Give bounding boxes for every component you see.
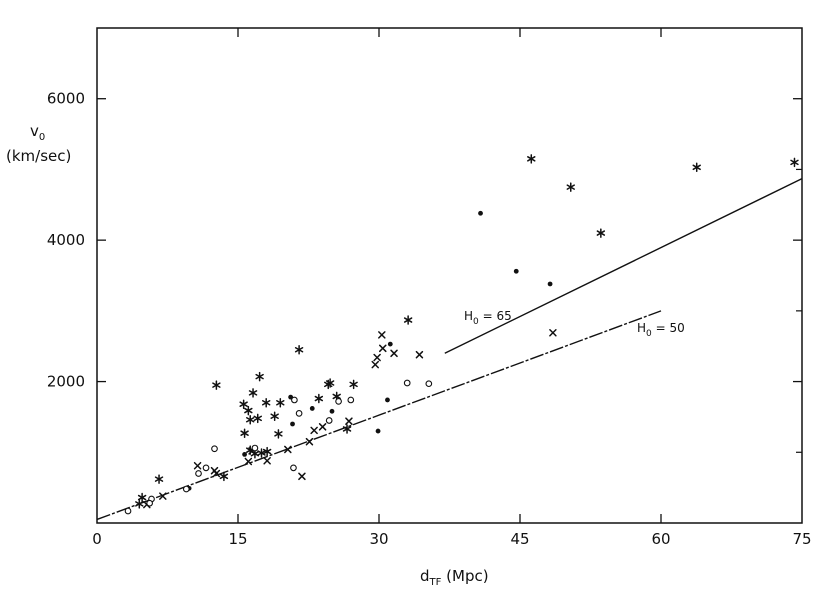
data-point-asterisk — [349, 379, 358, 390]
data-point-cross — [263, 457, 271, 465]
data-point-asterisk — [244, 405, 253, 416]
data-point-circle — [195, 470, 202, 477]
data-point-asterisk — [790, 157, 799, 168]
y-axis-label: v0 — [30, 122, 45, 143]
data-point-asterisk — [566, 182, 575, 192]
x-tick-label: 45 — [510, 530, 529, 548]
data-point-cross — [345, 417, 353, 425]
x-tick-label: 60 — [651, 530, 670, 548]
data-point-circle — [251, 444, 259, 452]
data-point-asterisk — [342, 424, 352, 434]
data-point-dot — [385, 397, 390, 403]
data-point-circle — [291, 396, 298, 404]
data-point-circle — [295, 410, 303, 417]
data-point-cross — [379, 344, 387, 353]
data-point-asterisk — [314, 393, 324, 404]
data-point-asterisk — [253, 413, 262, 424]
data-point-dot — [309, 406, 315, 411]
data-point-dot — [242, 452, 247, 457]
data-point-cross — [284, 445, 292, 454]
plot-border — [96, 27, 803, 524]
hubble-line-label: H0 = 50 — [637, 321, 685, 339]
data-point-asterisk — [257, 448, 266, 458]
data-point-dot — [547, 281, 553, 287]
data-point-asterisk — [246, 415, 255, 425]
data-point-asterisk — [692, 162, 701, 173]
data-point-cross — [244, 457, 253, 466]
data-point-dot — [387, 341, 393, 347]
data-point-asterisk — [135, 499, 144, 509]
data-point-asterisk — [527, 154, 536, 164]
x-tick-label: 75 — [792, 530, 811, 548]
data-point-asterisk — [219, 471, 229, 482]
data-point-asterisk — [248, 388, 258, 398]
data-point-asterisk — [276, 398, 285, 408]
reference-lines: H0 = 65 H0 = 50 — [96, 177, 803, 521]
data-point-cross — [378, 331, 386, 339]
data-point-cross — [415, 350, 424, 359]
data-point-cross — [210, 466, 219, 475]
data-point-cross — [298, 472, 306, 481]
data-point-circle — [403, 379, 411, 387]
data-point-cross — [549, 329, 557, 337]
data-point-circle — [347, 396, 355, 404]
data-point-circle — [202, 464, 210, 472]
data-point-asterisk — [403, 315, 413, 325]
data-point-circle — [290, 464, 297, 472]
data-point-dot — [329, 408, 335, 414]
y-axis-unit: (km/sec) — [6, 147, 71, 165]
data-point-cross — [193, 461, 202, 470]
data-point-circle — [124, 507, 132, 515]
data-point-cross — [159, 492, 167, 500]
data-point-cross — [305, 437, 314, 446]
x-tick-label: 15 — [228, 530, 247, 548]
data-point-dot — [513, 268, 519, 274]
data-points — [124, 154, 799, 515]
x-tick-label: 30 — [369, 530, 388, 548]
y-tick-label: 4000 — [47, 231, 85, 249]
data-point-circle — [425, 380, 433, 388]
data-point-asterisk — [255, 371, 264, 382]
y-tick-label: 6000 — [47, 90, 85, 108]
data-point-asterisk — [596, 228, 606, 238]
data-point-circle — [335, 398, 342, 405]
data-point-circle — [182, 485, 190, 493]
data-point-cross — [310, 426, 318, 435]
data-point-asterisk — [212, 380, 221, 390]
data-point-asterisk — [240, 428, 249, 438]
data-point-dot — [290, 421, 295, 427]
data-point-asterisk — [137, 492, 147, 503]
plot-frame — [96, 27, 803, 524]
data-point-cross — [371, 360, 379, 369]
data-point-asterisk — [261, 398, 271, 408]
data-point-asterisk — [294, 345, 304, 355]
data-point-asterisk — [154, 474, 164, 484]
x-tick-label: 0 — [92, 530, 102, 548]
data-point-circle — [325, 417, 333, 424]
data-point-asterisk — [262, 446, 272, 457]
data-point-asterisk — [325, 378, 335, 388]
data-point-cross — [373, 353, 381, 362]
data-point-asterisk — [274, 429, 283, 439]
data-point-cross — [390, 349, 398, 358]
hubble-line — [444, 177, 803, 354]
data-point-circle — [211, 445, 218, 453]
data-point-asterisk — [239, 399, 248, 409]
data-point-dot — [478, 210, 483, 216]
data-point-circle — [146, 499, 153, 507]
x-axis-label: dTF (Mpc) — [420, 567, 489, 588]
hubble-line — [96, 310, 662, 521]
data-point-dot — [375, 428, 381, 434]
data-point-cross — [318, 423, 327, 431]
tick-labels: 0 15 30 45 60 75 2000 4000 6000 — [47, 90, 812, 548]
hubble-line-label: H0 = 65 — [464, 309, 512, 327]
y-tick-label: 2000 — [47, 373, 85, 391]
data-point-asterisk — [270, 411, 279, 421]
